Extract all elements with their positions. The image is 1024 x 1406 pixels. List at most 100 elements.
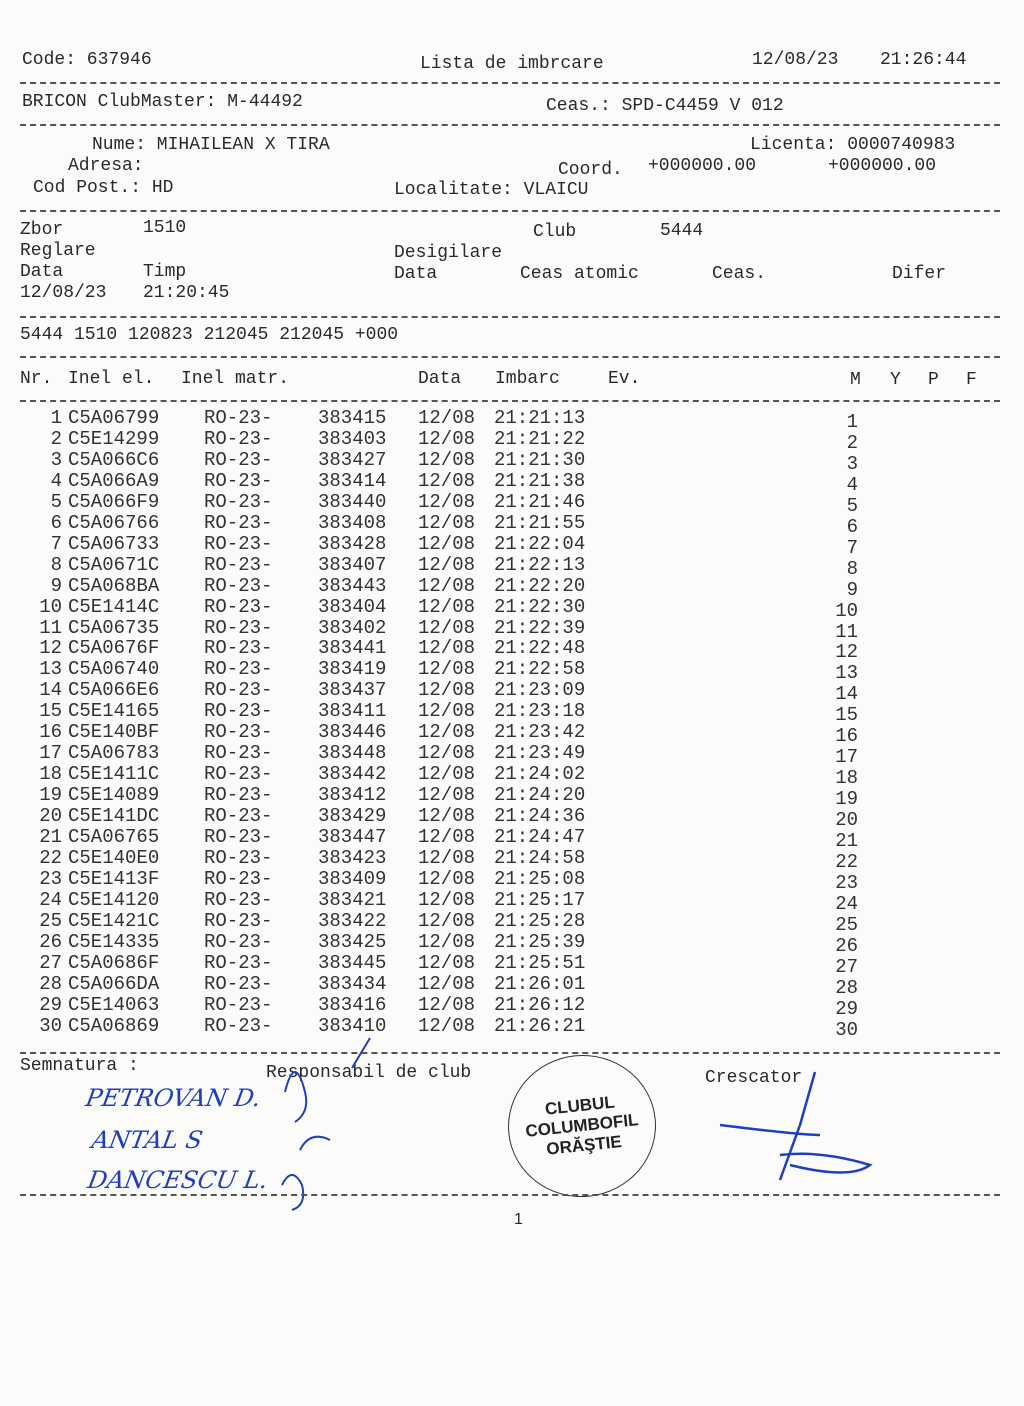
electronic-ring: C5A06765 [68, 826, 160, 848]
m-value: 21 [835, 830, 858, 852]
license: Licenta: 0000740983 [750, 135, 956, 155]
ring-number: 383440 [318, 490, 387, 513]
row-number: 29 [39, 993, 62, 1016]
arrival-time: 21:21:46 [494, 490, 586, 513]
ring-prefix: RO-23- [204, 846, 273, 869]
club-signature-2 [281, 1174, 305, 1211]
ring-prefix: RO-23- [204, 511, 273, 534]
row-number: 9 [50, 574, 62, 597]
club-value: 5444 [660, 221, 704, 241]
col-inel-el: Inel el. [68, 369, 155, 389]
arrival-time: 21:26:12 [494, 993, 586, 1016]
table-row: 13 C5A06740 RO-23- 383419 12/08 21:22:58 13 [0, 658, 1024, 683]
arrival-time: 21:21:55 [494, 511, 586, 534]
m-value: 6 [846, 515, 858, 538]
col-ev: Ev. [608, 369, 641, 389]
divider [20, 400, 1000, 402]
row-number: 28 [39, 972, 62, 995]
electronic-ring: C5E14165 [68, 700, 160, 723]
arrival-date: 12/08 [418, 595, 476, 618]
arrival-time: 21:22:58 [494, 658, 586, 681]
arrival-date: 12/08 [418, 972, 476, 995]
ring-prefix: RO-23- [204, 574, 273, 597]
m-value: 3 [846, 452, 858, 475]
row-number: 22 [39, 846, 62, 869]
ring-number: 383442 [318, 763, 387, 786]
desigilare-label: Desigilare [394, 243, 503, 263]
ring-number: 383402 [318, 616, 387, 639]
m-value: 9 [846, 578, 858, 601]
table-row: 7 C5A06733 RO-23- 383428 12/08 21:22:04 7 [0, 532, 1024, 558]
arrival-time: 21:21:13 [494, 407, 586, 429]
arrival-date: 12/08 [418, 448, 476, 471]
ring-prefix: RO-23- [204, 993, 273, 1016]
ring-prefix: RO-23- [204, 427, 273, 450]
electronic-ring: C5E1413F [68, 867, 160, 890]
col-y: Y [890, 370, 901, 390]
m-value: 22 [835, 850, 858, 873]
table-row: 6 C5A06766 RO-23- 383408 12/08 21:21:55 6 [0, 511, 1024, 538]
table-row: 19 C5E14089 RO-23- 383412 12/08 21:24:20 19 [0, 785, 1024, 809]
ring-prefix: RO-23- [204, 553, 273, 576]
table-row: 26 C5E14335 RO-23- 383425 12/08 21:25:39 26 [0, 930, 1024, 956]
table-row: 4 C5A066A9 RO-23- 383414 12/08 21:21:38 4 [0, 469, 1024, 495]
arrival-time: 21:22:20 [494, 574, 586, 597]
table-row: 22 C5E140E0 RO-23- 383423 12/08 21:24:58 22 [0, 846, 1024, 873]
coord-2: +000000.00 [828, 156, 937, 176]
arrival-date: 12/08 [418, 637, 476, 660]
ring-prefix: RO-23- [204, 805, 273, 828]
ring-number: 383404 [318, 595, 387, 618]
row-number: 26 [39, 930, 62, 953]
summary-line: 5444 1510 120823 212045 212045 +000 [20, 325, 399, 345]
page-number: 1 [514, 1211, 523, 1228]
divider [20, 210, 1000, 212]
ring-prefix: RO-23- [204, 1014, 273, 1037]
arrival-time: 21:25:51 [494, 951, 586, 974]
data2-label: Data [394, 264, 438, 284]
row-number: 30 [39, 1014, 62, 1037]
ring-number: 383408 [318, 511, 387, 534]
crescator-label: Crescator [705, 1068, 803, 1088]
electronic-ring: C5E1421C [68, 909, 160, 932]
ring-prefix: RO-23- [204, 469, 273, 492]
arrival-time: 21:25:39 [494, 930, 586, 953]
row-number: 16 [39, 721, 62, 744]
arrival-date: 12/08 [418, 574, 476, 597]
m-value: 25 [835, 913, 858, 936]
electronic-ring: C5A066DA [68, 972, 160, 995]
electronic-ring: C5A068BA [68, 574, 160, 597]
m-value: 28 [835, 976, 858, 999]
row-number: 13 [39, 658, 62, 681]
arrival-time: 21:23:42 [494, 721, 586, 744]
ring-number: 383427 [318, 448, 387, 471]
arrival-date: 12/08 [418, 951, 476, 974]
divider [20, 316, 1000, 318]
m-value: 15 [835, 704, 858, 727]
arrival-time: 21:24:02 [494, 763, 586, 786]
responsabil-label: Responsabil de club [266, 1063, 472, 1083]
ring-prefix: RO-23- [204, 616, 273, 639]
ring-number: 383437 [318, 679, 387, 702]
m-value: 30 [835, 1018, 858, 1041]
electronic-ring: C5E1411C [68, 763, 160, 786]
electronic-ring: C5A066C6 [68, 448, 160, 471]
ring-number: 383415 [318, 407, 387, 429]
ring-prefix: RO-23- [204, 448, 273, 471]
reglare-label: Reglare [20, 241, 96, 261]
electronic-ring: C5E140BF [68, 721, 160, 744]
electronic-ring: C5A06733 [68, 532, 160, 555]
m-value: 20 [835, 809, 858, 832]
electronic-ring: C5E140E0 [68, 846, 160, 869]
electronic-ring: C5A066A9 [68, 469, 160, 492]
address: Adresa: [68, 156, 144, 176]
arrival-date: 12/08 [418, 490, 476, 513]
ring-number: 383448 [318, 742, 387, 765]
ceas-label: Ceas. [712, 264, 767, 284]
electronic-ring: C5A06869 [68, 1014, 160, 1037]
arrival-date: 12/08 [418, 427, 476, 450]
arrival-time: 21:22:39 [494, 616, 586, 639]
divider [20, 1052, 1000, 1054]
electronic-ring: C5A06799 [68, 407, 160, 429]
row-number: 21 [39, 826, 62, 848]
locality: Localitate: VLAICU [394, 180, 589, 200]
